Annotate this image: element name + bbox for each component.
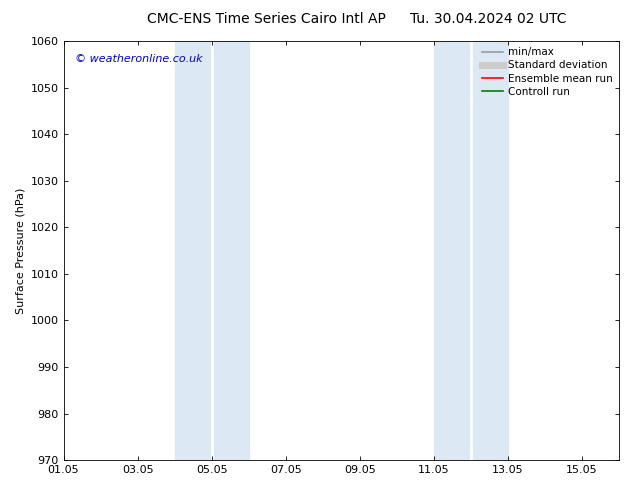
Bar xyxy=(473,41,508,460)
Bar xyxy=(434,41,469,460)
Legend: min/max, Standard deviation, Ensemble mean run, Controll run: min/max, Standard deviation, Ensemble me… xyxy=(478,43,617,101)
Bar xyxy=(174,41,210,460)
Text: Tu. 30.04.2024 02 UTC: Tu. 30.04.2024 02 UTC xyxy=(410,12,566,26)
Text: CMC-ENS Time Series Cairo Intl AP: CMC-ENS Time Series Cairo Intl AP xyxy=(147,12,385,26)
Bar xyxy=(214,41,249,460)
Text: © weatheronline.co.uk: © weatheronline.co.uk xyxy=(75,53,202,64)
Y-axis label: Surface Pressure (hPa): Surface Pressure (hPa) xyxy=(15,187,25,314)
